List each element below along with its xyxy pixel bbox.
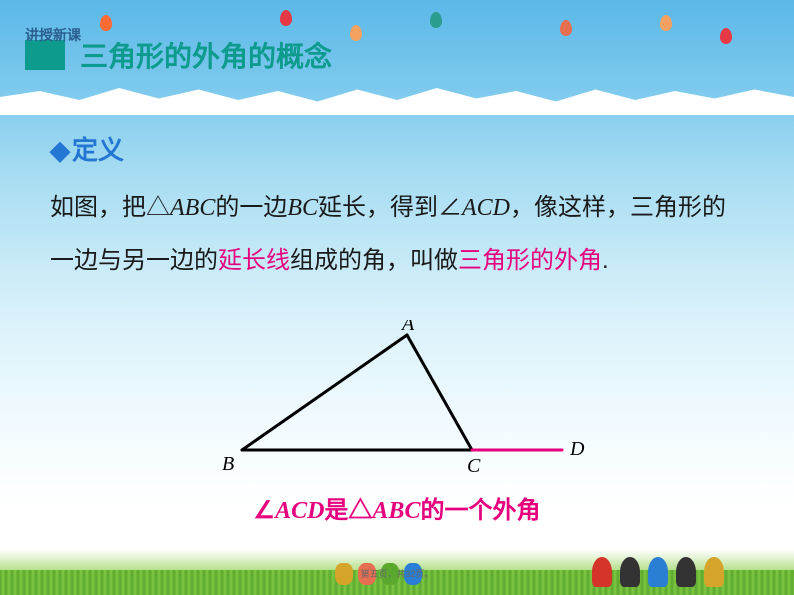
text-abc: ABC: [372, 498, 420, 524]
page-number: 第五页，共32页。: [360, 567, 433, 580]
text-segment: ∠: [254, 497, 276, 524]
svg-text:B: B: [222, 453, 234, 475]
text-segment: 是△: [324, 497, 372, 524]
definition-text: 如图，把△ABC的一边BC延长，得到∠ACD，像这样，三角形的一边与另一边的延长…: [50, 182, 744, 288]
diagram-svg: A B C D: [197, 320, 597, 480]
corner-label: 讲授新课: [25, 25, 81, 45]
text-segment: 如图，把△: [50, 194, 170, 221]
text-extension-line: 延长线: [218, 247, 290, 274]
header-title: 三角形的外角的概念: [80, 35, 332, 75]
text-segment: .: [602, 247, 609, 274]
text-segment: 延长，得到∠: [318, 194, 462, 221]
text-acd: ACD: [275, 498, 324, 524]
svg-text:C: C: [467, 455, 481, 477]
text-segment: 的一个外角: [420, 497, 540, 524]
text-abc: ABC: [170, 195, 215, 221]
definition-label: 定义: [50, 130, 744, 167]
svg-text:A: A: [400, 320, 415, 335]
triangle-diagram: A B C D: [197, 320, 597, 500]
text-bc: BC: [287, 195, 318, 221]
footer-kids-decoration: [592, 557, 724, 587]
text-acd: ACD: [462, 195, 510, 221]
text-exterior-angle: 三角形的外角: [458, 247, 602, 274]
text-segment: 组成的角，叫做: [290, 247, 458, 274]
svg-text:D: D: [569, 438, 585, 460]
content-area: 定义 如图，把△ABC的一边BC延长，得到∠ACD，像这样，三角形的一边与另一边…: [50, 130, 744, 288]
text-segment: 的一边: [215, 194, 287, 221]
conclusion-text: ∠ACD是△ABC的一个外角: [0, 490, 794, 525]
